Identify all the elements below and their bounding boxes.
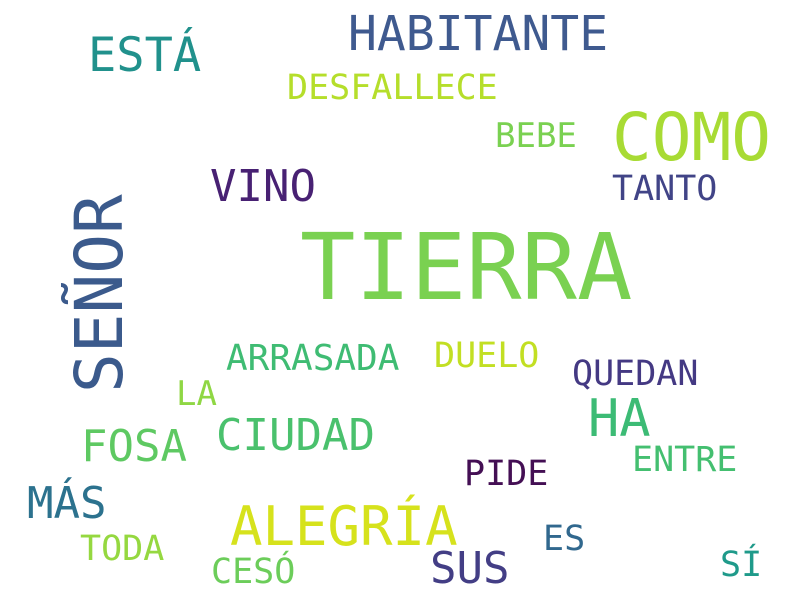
word-ceso: CESÓ bbox=[211, 552, 296, 592]
word-vino: VINO bbox=[210, 161, 316, 212]
word-la: LA bbox=[176, 374, 217, 414]
word-toda: TODA bbox=[80, 529, 165, 569]
word-quedan: QUEDAN bbox=[572, 354, 699, 394]
word-duelo: DUELO bbox=[434, 336, 540, 376]
word-tanto: TANTO bbox=[612, 169, 718, 209]
word-esta: ESTÁ bbox=[88, 28, 202, 83]
word-bebe: BEBE bbox=[495, 116, 577, 156]
word-es: ES bbox=[543, 519, 586, 559]
word-senor: SEÑOR bbox=[61, 194, 138, 393]
word-mas: MÁS bbox=[27, 478, 107, 529]
word-desfallece: DESFALLECE bbox=[287, 68, 498, 108]
word-como: COMO bbox=[612, 99, 771, 176]
word-si: SÍ bbox=[720, 545, 763, 585]
word-arrasada: ARRASADA bbox=[226, 338, 400, 379]
word-sus: SUS bbox=[430, 543, 510, 594]
word-ciudad: CIUDAD bbox=[216, 410, 375, 461]
word-ha: HA bbox=[588, 389, 651, 449]
word-fosa: FOSA bbox=[81, 421, 187, 472]
word-pide: PIDE bbox=[464, 454, 549, 494]
word-entre: ENTRE bbox=[632, 440, 738, 480]
word-tierra: TIERRA bbox=[300, 214, 633, 321]
word-alegria: ALEGRÍA bbox=[230, 495, 458, 558]
word-habitante: HABITANTE bbox=[348, 6, 609, 62]
